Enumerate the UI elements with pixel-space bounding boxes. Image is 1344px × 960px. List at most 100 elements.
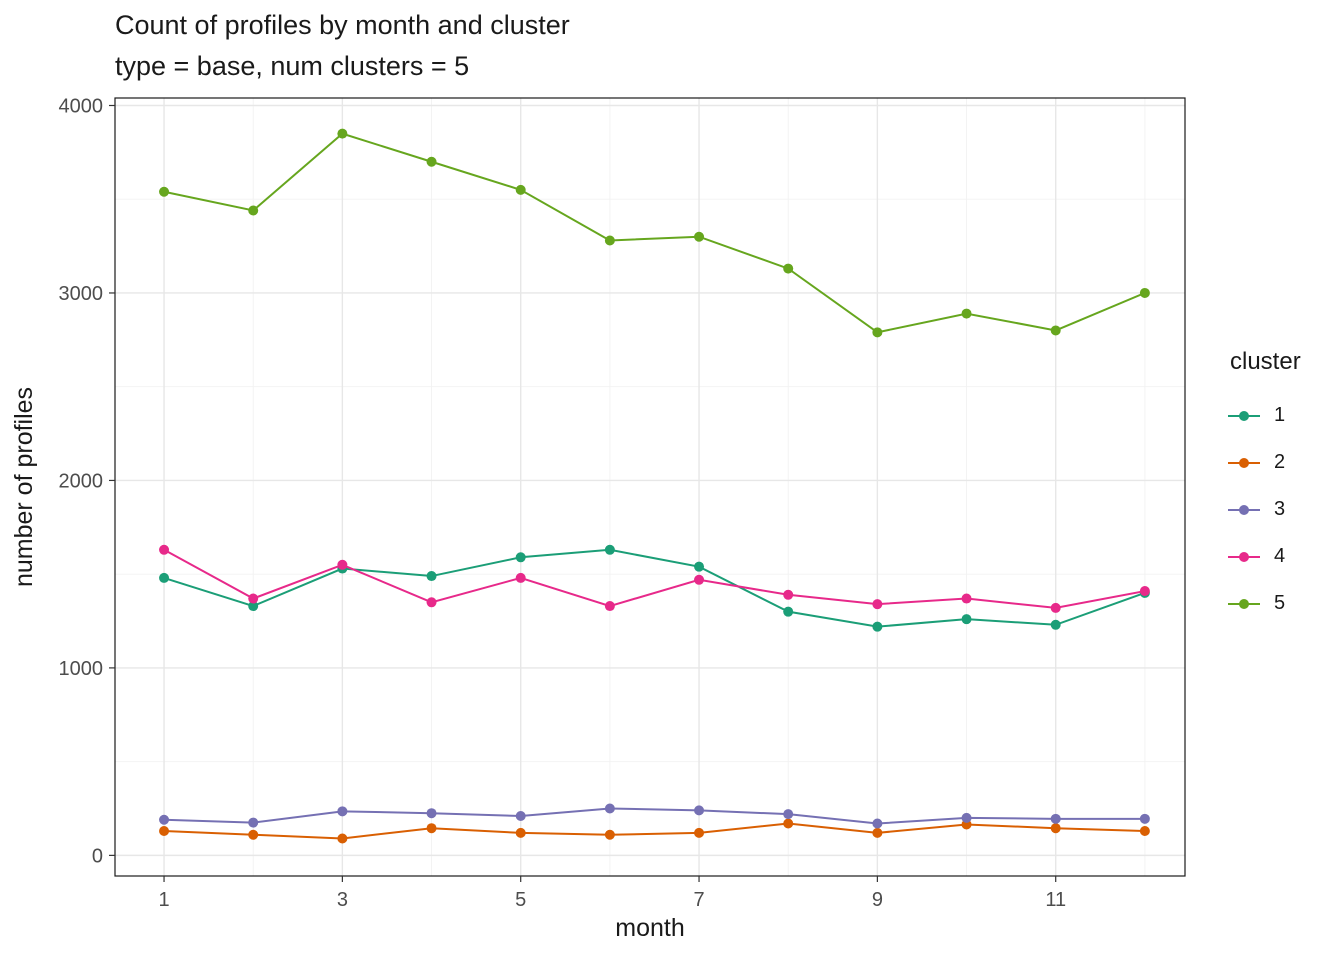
data-point-cluster-2 xyxy=(515,827,526,838)
data-point-cluster-4 xyxy=(248,593,259,604)
data-point-cluster-4 xyxy=(961,593,972,604)
x-tick-label: 9 xyxy=(872,889,883,911)
data-point-cluster-1 xyxy=(694,561,705,572)
data-point-cluster-5 xyxy=(515,184,526,195)
data-point-cluster-3 xyxy=(248,817,259,828)
data-point-cluster-4 xyxy=(694,574,705,585)
data-point-cluster-1 xyxy=(961,614,972,625)
series-line-cluster-3 xyxy=(164,807,1145,825)
legend-label: 5 xyxy=(1274,592,1286,614)
chart-subtitle: type = base, num clusters = 5 xyxy=(115,51,470,81)
data-point-cluster-3 xyxy=(604,803,615,814)
data-point-cluster-4 xyxy=(337,559,348,570)
data-point-cluster-5 xyxy=(337,128,348,139)
data-point-cluster-5 xyxy=(783,263,794,274)
data-point-cluster-5 xyxy=(961,308,972,319)
data-point-cluster-1 xyxy=(515,552,526,563)
data-point-cluster-3 xyxy=(961,812,972,823)
data-point-cluster-4 xyxy=(1050,602,1061,613)
minor-gridlines xyxy=(115,98,1185,876)
data-point-cluster-1 xyxy=(248,601,259,612)
data-point-cluster-2 xyxy=(248,829,259,840)
data-point-cluster-1 xyxy=(1050,619,1061,630)
data-point-cluster-1 xyxy=(426,571,437,582)
data-point-cluster-2 xyxy=(426,823,437,834)
data-point-cluster-1 xyxy=(872,621,883,632)
legend-item-cluster-5: 5 xyxy=(1226,580,1342,627)
data-point-cluster-2 xyxy=(604,829,615,840)
series-line-cluster-4 xyxy=(163,548,1146,609)
legend-key-icon xyxy=(1228,598,1260,609)
chart-title: Count of profiles by month and cluster xyxy=(115,10,570,40)
data-point-cluster-3 xyxy=(515,811,526,822)
data-point-cluster-1 xyxy=(604,544,615,555)
data-point-cluster-5 xyxy=(1139,287,1150,298)
axis-tick-labels: 0 1000 2000 3000 4000 1 3 5 7 9 11 xyxy=(59,95,1067,911)
data-point-cluster-5 xyxy=(872,327,883,338)
data-point-cluster-2 xyxy=(159,826,170,837)
data-point-cluster-4 xyxy=(515,572,526,583)
data-point-cluster-2 xyxy=(694,827,705,838)
data-point-cluster-3 xyxy=(694,805,705,816)
legend-key-icon xyxy=(1228,504,1260,515)
data-series xyxy=(159,128,1150,844)
x-tick-label: 3 xyxy=(337,889,348,911)
axis-ticks xyxy=(109,104,1057,882)
legend-label: 4 xyxy=(1274,545,1286,567)
panel-border xyxy=(114,97,1186,877)
legend-item-cluster-1: 1 xyxy=(1226,392,1342,439)
legend: cluster 1 2 3 4 5 xyxy=(1226,348,1342,627)
data-point-cluster-4 xyxy=(159,544,170,555)
data-point-cluster-1 xyxy=(783,606,794,617)
data-point-cluster-2 xyxy=(783,818,794,829)
legend-items: 1 2 3 4 5 xyxy=(1226,392,1342,627)
data-point-cluster-2 xyxy=(1050,823,1061,834)
data-point-cluster-3 xyxy=(872,818,883,829)
legend-item-cluster-4: 4 xyxy=(1226,533,1342,580)
data-point-cluster-3 xyxy=(426,808,437,819)
data-point-cluster-5 xyxy=(248,205,259,216)
legend-label: 2 xyxy=(1274,451,1286,473)
data-point-cluster-4 xyxy=(426,597,437,608)
x-tick-label: 5 xyxy=(515,889,526,911)
legend-title: cluster xyxy=(1230,348,1301,375)
legend-key-icon xyxy=(1228,457,1260,468)
data-point-cluster-5 xyxy=(694,231,705,242)
x-tick-label: 1 xyxy=(158,889,169,911)
data-point-cluster-4 xyxy=(872,599,883,610)
data-point-cluster-3 xyxy=(337,806,348,817)
series-line-cluster-1 xyxy=(163,548,1146,628)
data-point-cluster-5 xyxy=(1050,325,1061,336)
data-point-cluster-2 xyxy=(872,827,883,838)
y-tick-label: 0 xyxy=(92,845,103,867)
data-point-cluster-4 xyxy=(1139,586,1150,597)
series-line-cluster-5 xyxy=(163,132,1146,334)
data-point-cluster-5 xyxy=(159,186,170,197)
legend-item-cluster-2: 2 xyxy=(1226,439,1342,486)
data-point-cluster-1 xyxy=(159,572,170,583)
data-point-cluster-3 xyxy=(1050,813,1061,824)
x-axis-title: month xyxy=(615,914,684,942)
y-tick-label: 2000 xyxy=(59,470,104,492)
data-point-cluster-5 xyxy=(426,156,437,167)
legend-label: 3 xyxy=(1274,498,1286,520)
data-point-cluster-4 xyxy=(783,589,794,600)
legend-key-icon xyxy=(1228,410,1260,421)
legend-item-cluster-3: 3 xyxy=(1226,486,1342,533)
data-point-cluster-2 xyxy=(1139,826,1150,837)
x-tick-label: 11 xyxy=(1045,889,1066,911)
data-point-cluster-2 xyxy=(337,833,348,844)
legend-label: 1 xyxy=(1274,404,1286,426)
legend-key-icon xyxy=(1228,551,1260,562)
data-point-cluster-3 xyxy=(783,809,794,820)
y-tick-label: 4000 xyxy=(59,95,104,117)
y-axis-title: number of profiles xyxy=(10,387,38,587)
x-tick-label: 7 xyxy=(693,889,704,911)
series-line-cluster-2 xyxy=(163,822,1145,840)
data-point-cluster-3 xyxy=(1139,813,1150,824)
data-point-cluster-3 xyxy=(159,814,170,825)
major-gridlines xyxy=(115,98,1185,876)
data-point-cluster-4 xyxy=(604,601,615,612)
